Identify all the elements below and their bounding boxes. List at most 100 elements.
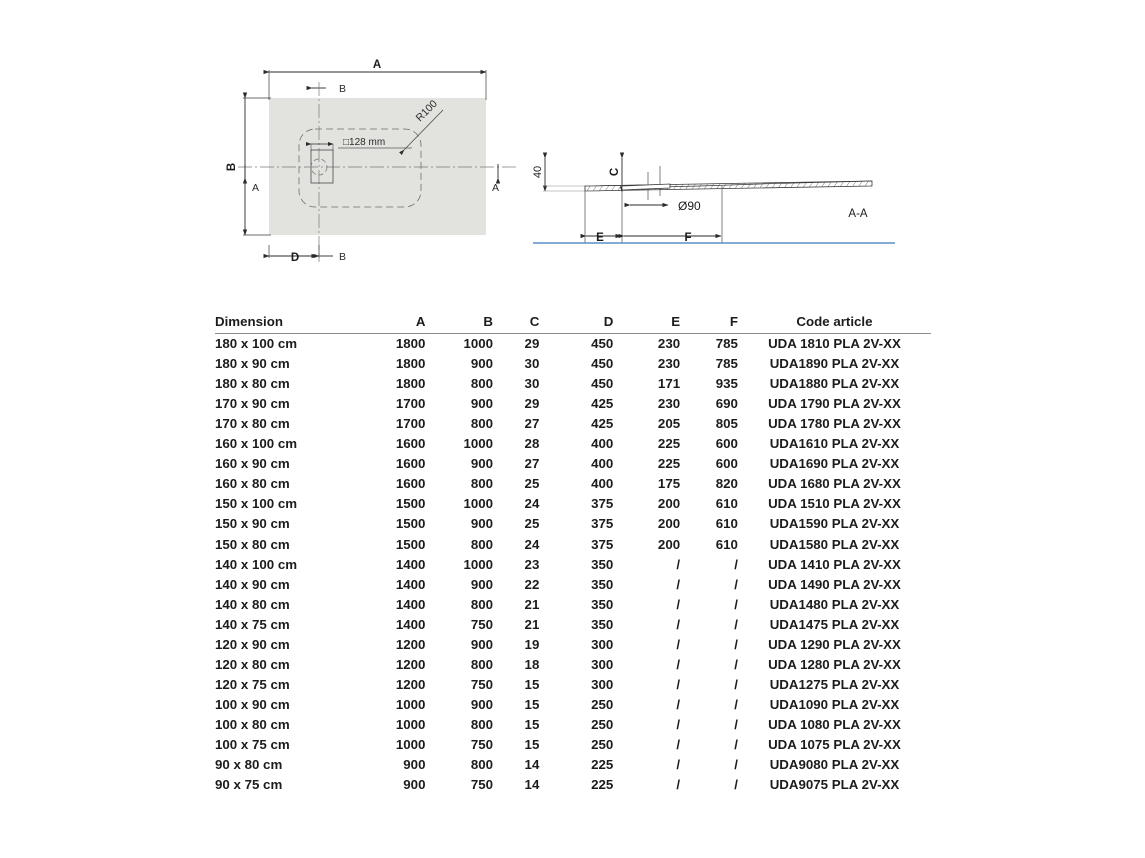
- cell-e: 230: [657, 356, 681, 372]
- cell-d: 225: [591, 777, 614, 793]
- section-dim-f-label: F: [684, 232, 691, 244]
- cell-a: 1200: [395, 676, 426, 692]
- cell-b: 800: [470, 716, 494, 732]
- table-row: 160 x 90 cm 1600 900 27 400 225 600 UDA1690 PLA…: [215, 454, 931, 474]
- cell-code: UDA 1510 PLA 2V-XX: [768, 496, 901, 512]
- table-row: 100 x 90 cm 1000 900 15 250 / / UDA1090 PLA 2V-…: [215, 695, 931, 715]
- table-row: 100 x 75 cm 1000 750 15 250 / / UDA 1075 PLA 2V…: [215, 735, 931, 755]
- cell-dimension: 180 x 100 cm: [215, 336, 298, 352]
- table-row: 160 x 100 cm 1600 1000 28 400 225 600 UDA1610 P…: [215, 434, 931, 454]
- table-row: 100 x 80 cm 1000 800 15 250 / / UDA 1080 PLA 2V…: [215, 715, 931, 735]
- cell-f: /: [734, 556, 738, 572]
- cell-a: 1400: [395, 556, 426, 572]
- cell-d: 375: [591, 536, 614, 552]
- cell-b: 800: [470, 476, 494, 492]
- cell-a: 1400: [395, 616, 426, 632]
- cell-b: 900: [470, 576, 494, 592]
- cell-b: 900: [470, 456, 494, 472]
- section-dim-c-label: C: [609, 168, 621, 176]
- cell-e: /: [676, 757, 681, 773]
- cell-d: 250: [591, 696, 614, 712]
- cell-c: 22: [524, 576, 540, 592]
- cell-c: 23: [524, 556, 540, 572]
- cell-f: /: [734, 576, 738, 592]
- cell-f: /: [734, 596, 738, 612]
- cell-e: /: [676, 656, 681, 672]
- cell-b: 900: [470, 636, 494, 652]
- cell-dimension: 100 x 90 cm: [215, 696, 290, 712]
- cell-e: 225: [657, 436, 681, 452]
- cell-d: 250: [591, 736, 614, 752]
- cell-f: /: [734, 736, 738, 752]
- cell-code: UDA1275 PLA 2V-XX: [769, 676, 900, 692]
- column-header-d: D: [539, 312, 614, 335]
- slope-zone-outline: [298, 128, 422, 208]
- cell-e: 230: [657, 336, 681, 352]
- cell-b: 750: [470, 736, 494, 752]
- cell-code: UDA1480 PLA 2V-XX: [769, 596, 900, 612]
- cell-b: 800: [470, 376, 494, 392]
- section-arrow-right-label: A: [492, 182, 499, 194]
- cell-dimension: 170 x 80 cm: [215, 416, 290, 432]
- cell-d: 425: [591, 416, 614, 432]
- cell-f: /: [734, 716, 738, 732]
- cell-c: 24: [524, 536, 540, 552]
- cell-d: 450: [591, 356, 614, 372]
- cell-f: /: [734, 656, 738, 672]
- cell-e: 200: [657, 536, 681, 552]
- cell-dimension: 120 x 80 cm: [215, 656, 290, 672]
- cell-code: UDA1610 PLA 2V-XX: [769, 436, 900, 452]
- tray-body: [269, 98, 486, 235]
- table-row: 120 x 80 cm 1200 800 18 300 / / UDA 1280 PLA 2V…: [215, 655, 931, 675]
- cell-d: 350: [591, 556, 614, 572]
- table-row: 170 x 90 cm 1700 900 29 425 230 690 UDA 1790 PL…: [215, 394, 931, 414]
- cell-d: 400: [591, 436, 614, 452]
- cell-f: /: [734, 696, 738, 712]
- cell-code: UDA 1680 PLA 2V-XX: [768, 476, 901, 492]
- plan-dim-d-label: D: [291, 252, 299, 264]
- cell-c: 15: [524, 716, 540, 732]
- cell-f: 610: [715, 516, 738, 532]
- cell-c: 18: [524, 656, 540, 672]
- table-row: 120 x 90 cm 1200 900 19 300 / / UDA 1290 PLA 2V…: [215, 635, 931, 655]
- cell-d: 400: [591, 456, 614, 472]
- section-height-label: 40: [532, 166, 544, 178]
- cell-dimension: 150 x 80 cm: [215, 536, 290, 552]
- cell-f: /: [734, 676, 738, 692]
- cell-e: /: [676, 736, 681, 752]
- cell-c: 27: [524, 456, 540, 472]
- table-row: 120 x 75 cm 1200 750 15 300 / / UDA1275 PLA 2V-…: [215, 675, 931, 695]
- table-row: 170 x 80 cm 1700 800 27 425 205 805 UDA 1780 PL…: [215, 414, 931, 434]
- cell-c: 19: [524, 636, 540, 652]
- cell-c: 25: [524, 516, 540, 532]
- table-row: 180 x 90 cm 1800 900 30 450 230 785 UDA1890 PLA…: [215, 354, 931, 374]
- cell-dimension: 120 x 90 cm: [215, 636, 290, 652]
- table-row: 140 x 75 cm 1400 750 21 350 / / UDA1475 PLA 2V-…: [215, 615, 931, 635]
- cell-b: 1000: [463, 336, 494, 352]
- column-header-c: C: [493, 312, 540, 335]
- specification-table: Dimension A B C D E F Code article 180 x…: [215, 312, 931, 795]
- technical-drawing-area: A B B A A □128 mm R100 D B: [0, 0, 1145, 300]
- cell-code: UDA1690 PLA 2V-XX: [769, 456, 900, 472]
- cell-a: 1400: [395, 576, 426, 592]
- cell-dimension: 170 x 90 cm: [215, 396, 290, 412]
- cell-code: UDA9080 PLA 2V-XX: [769, 757, 900, 773]
- cell-f: 610: [715, 536, 738, 552]
- cell-e: 225: [657, 456, 681, 472]
- specification-table-area: Dimension A B C D E F Code article 180 x…: [0, 300, 1145, 820]
- cell-d: 450: [591, 376, 614, 392]
- cell-e: /: [676, 636, 681, 652]
- cell-c: 15: [524, 696, 540, 712]
- cell-a: 1200: [395, 636, 426, 652]
- cell-f: /: [734, 777, 738, 793]
- cell-b: 750: [470, 616, 494, 632]
- cell-code: UDA 1280 PLA 2V-XX: [768, 656, 901, 672]
- cell-d: 225: [591, 757, 614, 773]
- drain-circle: [310, 158, 328, 176]
- cell-dimension: 160 x 80 cm: [215, 476, 290, 492]
- cell-a: 1200: [395, 656, 426, 672]
- table-row: 150 x 80 cm 1500 800 24 375 200 610 UDA1580 PLA…: [215, 535, 931, 555]
- cell-f: 785: [715, 336, 738, 352]
- plan-marker-b-top-label: B: [339, 83, 346, 95]
- cell-b: 800: [470, 416, 494, 432]
